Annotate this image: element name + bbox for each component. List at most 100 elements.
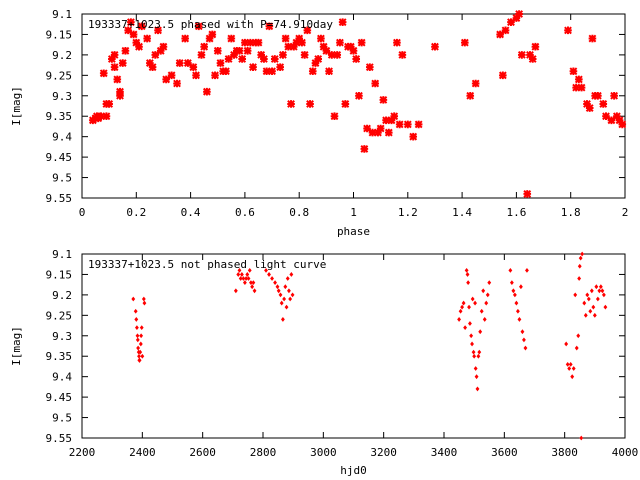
y-axis-label: I[mag] <box>10 326 23 366</box>
y-tick-label: 9.4 <box>52 371 72 384</box>
data-point <box>200 43 208 51</box>
data-point <box>160 43 168 51</box>
x-tick-label: 2800 <box>250 446 277 459</box>
data-point <box>564 27 572 35</box>
y-tick-label: 9.1 <box>52 8 72 21</box>
y-tick-label: 9.35 <box>46 110 73 123</box>
data-point <box>361 145 369 153</box>
data-point <box>529 55 537 63</box>
chart-svg: 9.19.159.29.259.39.359.49.459.59.55 0 0.2… <box>0 0 640 480</box>
data-point <box>502 27 510 35</box>
data-point <box>268 67 276 75</box>
figure-background <box>0 0 640 480</box>
x-tick-label: 0.8 <box>289 206 309 219</box>
x-tick-label: 3400 <box>431 446 458 459</box>
data-point <box>255 39 263 47</box>
y-tick-label: 9.35 <box>46 350 73 363</box>
x-tick-label: 0.2 <box>126 206 146 219</box>
x-tick-label: 3000 <box>310 446 337 459</box>
data-point <box>610 92 618 100</box>
y-tick-label: 9.1 <box>52 248 72 261</box>
data-point <box>249 63 257 71</box>
data-point <box>499 72 507 80</box>
data-point <box>282 35 290 43</box>
data-point <box>276 63 284 71</box>
y-tick-label: 9.25 <box>46 309 73 322</box>
data-point <box>130 31 138 39</box>
data-point <box>352 55 360 63</box>
x-tick-label: 2600 <box>189 446 216 459</box>
plot-title: 193337+1023.5 phased with P=74.910day <box>88 18 333 31</box>
data-point <box>618 121 626 129</box>
data-point <box>393 39 401 47</box>
y-tick-label: 9.5 <box>52 172 72 185</box>
data-point <box>377 125 385 133</box>
data-point <box>599 100 607 108</box>
y-tick-label: 9.55 <box>46 432 73 445</box>
y-tick-label: 9.5 <box>52 412 72 425</box>
x-axis-label: hjd0 <box>340 464 367 477</box>
data-point <box>466 92 474 100</box>
data-point <box>209 31 217 39</box>
data-point <box>192 72 200 80</box>
plot-title: 193337+1023.5 not phased light curve <box>88 258 326 271</box>
data-point <box>260 55 268 63</box>
y-tick-label: 9.45 <box>46 151 73 164</box>
data-point <box>518 51 526 59</box>
data-point <box>279 51 287 59</box>
x-tick-label: 1 <box>350 206 357 219</box>
data-point <box>228 35 236 43</box>
data-point <box>111 51 119 59</box>
data-point <box>385 129 393 137</box>
x-tick-label: 0.6 <box>235 206 255 219</box>
data-point <box>399 51 407 59</box>
x-axis-label: phase <box>337 225 370 238</box>
data-point <box>176 59 184 67</box>
data-point <box>113 76 121 84</box>
data-point <box>586 104 594 112</box>
x-tick-label: 3200 <box>370 446 397 459</box>
y-tick-label: 9.2 <box>52 49 72 62</box>
y-tick-label: 9.25 <box>46 69 73 82</box>
x-tick-label: 1.2 <box>398 206 418 219</box>
y-tick-label: 9.2 <box>52 289 72 302</box>
data-point <box>358 39 366 47</box>
data-point <box>390 112 398 120</box>
data-point <box>331 112 339 120</box>
data-point <box>589 35 597 43</box>
y-tick-label: 9.55 <box>46 192 73 205</box>
x-tick-label: 1.8 <box>561 206 581 219</box>
data-point <box>190 63 198 71</box>
x-tick-label: 2200 <box>69 446 96 459</box>
data-point <box>515 10 523 18</box>
y-axis-label: I[mag] <box>10 86 23 126</box>
data-point <box>371 80 379 88</box>
data-point <box>333 51 341 59</box>
y-tick-label: 9.4 <box>52 131 72 144</box>
data-point <box>173 80 181 88</box>
y-tick-label: 9.3 <box>52 90 72 103</box>
data-point <box>366 63 374 71</box>
data-point <box>594 92 602 100</box>
data-point <box>404 121 412 129</box>
data-point <box>336 39 344 47</box>
data-point <box>135 43 143 51</box>
data-point <box>575 76 583 84</box>
data-point <box>217 59 225 67</box>
data-point <box>119 59 127 67</box>
data-point <box>396 121 404 129</box>
data-point <box>309 67 317 75</box>
data-point <box>350 47 358 55</box>
data-point <box>298 39 306 47</box>
x-tick-label: 1.4 <box>452 206 472 219</box>
data-point <box>317 35 325 43</box>
data-point <box>244 47 252 55</box>
data-point <box>287 100 295 108</box>
y-tick-label: 9.3 <box>52 330 72 343</box>
data-point <box>100 69 108 77</box>
data-point <box>198 51 206 59</box>
data-point <box>111 63 119 71</box>
x-tick-label: 3600 <box>491 446 518 459</box>
data-point <box>301 51 309 59</box>
data-point <box>116 88 124 96</box>
